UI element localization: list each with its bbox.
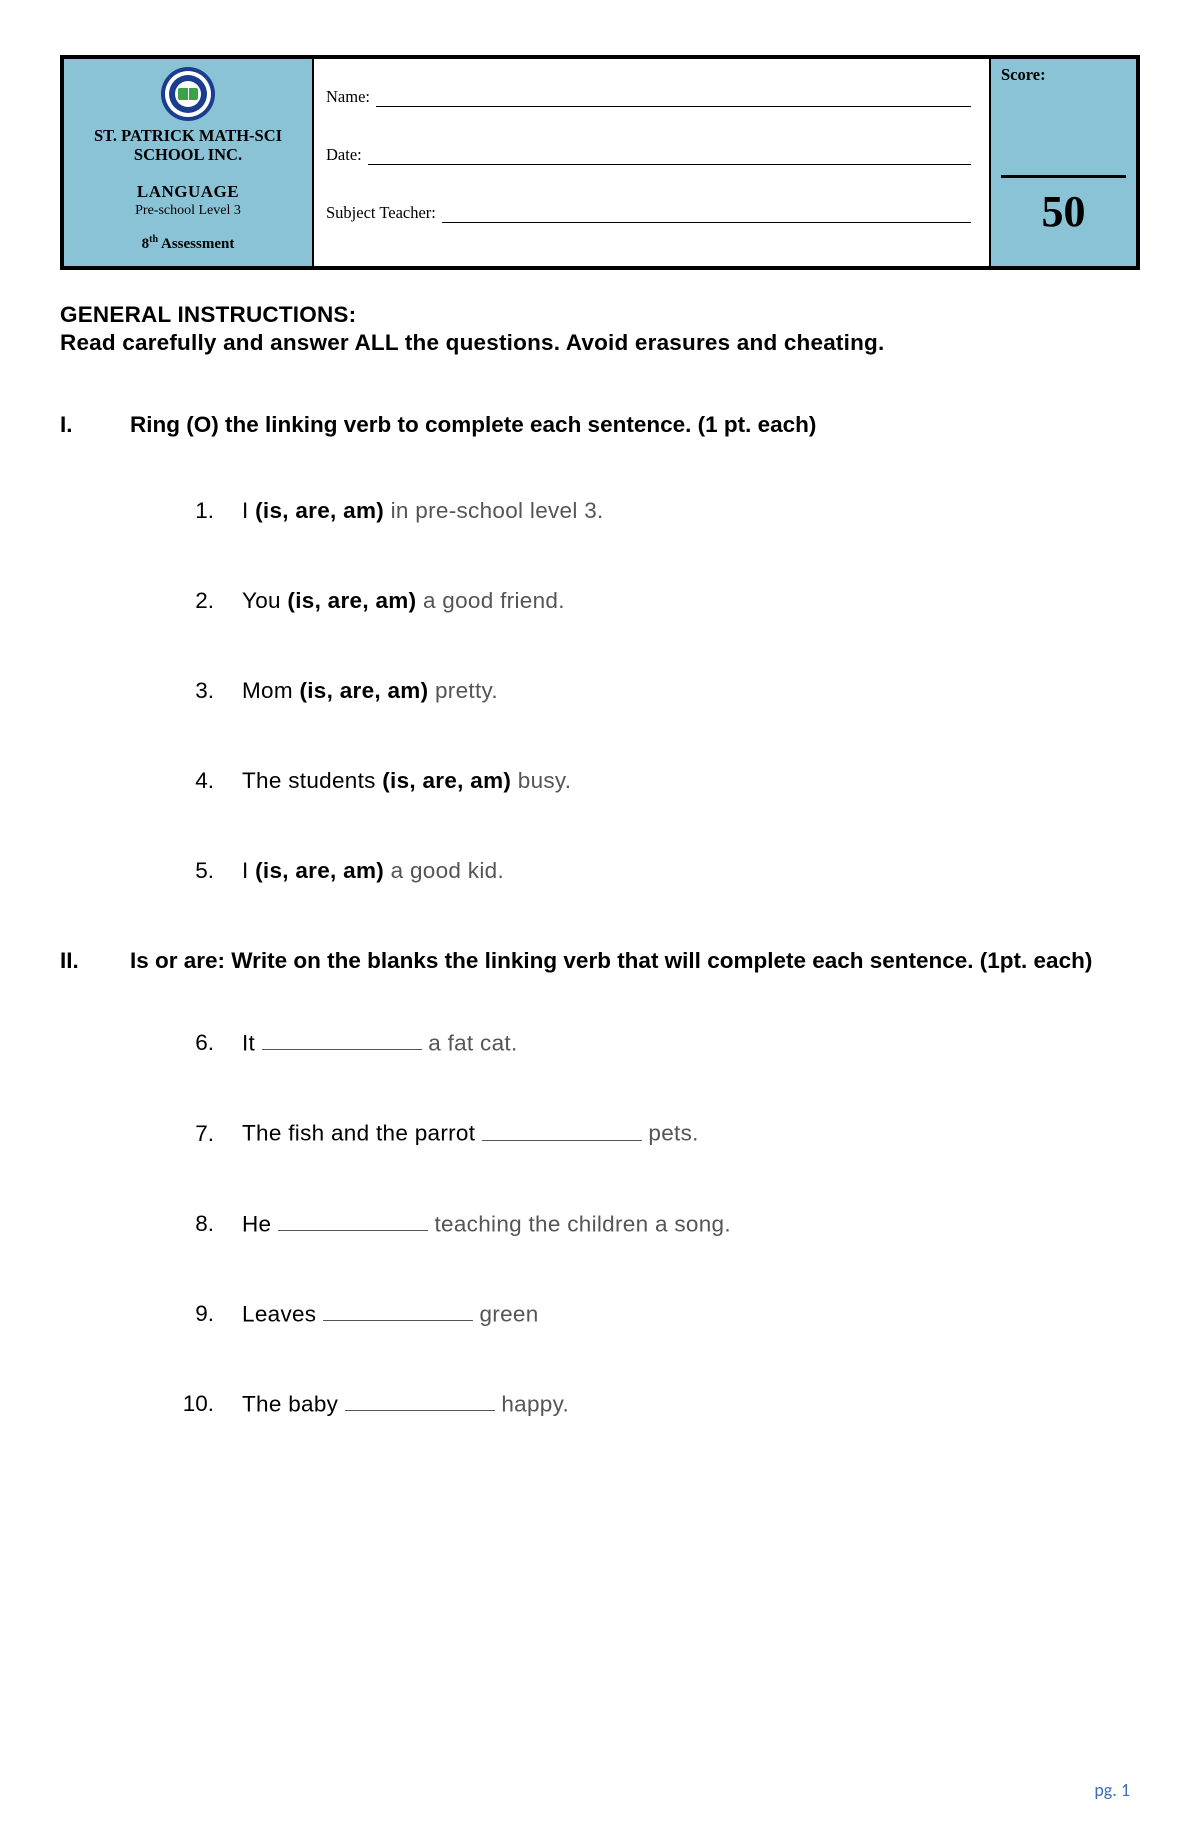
q-choices[interactable]: (is, are, am): [287, 588, 416, 613]
header-middle-cell: Name: Date: Subject Teacher:: [314, 59, 991, 266]
teacher-label: Subject Teacher:: [326, 203, 436, 223]
question-list-1: 1. I (is, are, am) in pre-school level 3…: [180, 498, 1140, 884]
teacher-field[interactable]: Subject Teacher:: [326, 203, 971, 223]
section-1-text: Ring (O) the linking verb to complete ea…: [130, 412, 1140, 438]
teacher-blank-line[interactable]: [442, 207, 971, 223]
q-num: 6.: [180, 1030, 214, 1056]
header-table: ST. PATRICK MATH-SCI SCHOOL INC. LANGUAG…: [60, 55, 1140, 270]
section-1-roman: I.: [60, 412, 96, 438]
q-text[interactable]: You (is, are, am) a good friend.: [242, 588, 1140, 614]
section-2-text: Is or are: Write on the blanks the linki…: [130, 948, 1140, 974]
score-label: Score:: [1001, 65, 1126, 85]
q-num: 5.: [180, 858, 214, 884]
question-list-2: 6. It a fat cat. 7. The fish and the par…: [180, 1030, 1140, 1417]
q-num: 7.: [180, 1121, 214, 1147]
q-text[interactable]: He teaching the children a song.: [242, 1211, 1140, 1237]
subject-block: LANGUAGE Pre-school Level 3: [135, 181, 241, 220]
q-num: 8.: [180, 1211, 214, 1237]
general-instructions: GENERAL INSTRUCTIONS: Read carefully and…: [60, 302, 1140, 356]
q-text[interactable]: It a fat cat.: [242, 1030, 1140, 1056]
q-choices[interactable]: (is, are, am): [255, 858, 384, 883]
q-choices[interactable]: (is, are, am): [382, 768, 511, 793]
school-name: ST. PATRICK MATH-SCI SCHOOL INC.: [94, 127, 282, 165]
q-text[interactable]: I (is, are, am) in pre-school level 3.: [242, 498, 1140, 524]
answer-blank[interactable]: [482, 1120, 642, 1140]
q-text[interactable]: The students (is, are, am) busy.: [242, 768, 1140, 794]
date-field[interactable]: Date:: [326, 145, 971, 165]
question-4: 4. The students (is, are, am) busy.: [180, 768, 1140, 794]
q-num: 4.: [180, 768, 214, 794]
q-text[interactable]: Mom (is, are, am) pretty.: [242, 678, 1140, 704]
question-7: 7. The fish and the parrot pets.: [180, 1120, 1140, 1146]
question-2: 2. You (is, are, am) a good friend.: [180, 588, 1140, 614]
q-num: 3.: [180, 678, 214, 704]
q-choices[interactable]: (is, are, am): [255, 498, 384, 523]
date-blank-line[interactable]: [368, 149, 971, 165]
question-9: 9. Leaves green: [180, 1301, 1140, 1327]
date-label: Date:: [326, 145, 362, 165]
question-5: 5. I (is, are, am) a good kid.: [180, 858, 1140, 884]
q-num: 1.: [180, 498, 214, 524]
q-num: 9.: [180, 1301, 214, 1327]
header-left-cell: ST. PATRICK MATH-SCI SCHOOL INC. LANGUAG…: [64, 59, 314, 266]
q-num: 10.: [180, 1391, 214, 1417]
section-2-heading: II. Is or are: Write on the blanks the l…: [60, 948, 1140, 974]
question-10: 10. The baby happy.: [180, 1391, 1140, 1417]
question-3: 3. Mom (is, are, am) pretty.: [180, 678, 1140, 704]
answer-blank[interactable]: [345, 1391, 495, 1411]
assessment-suffix: th: [149, 234, 158, 245]
school-logo-icon: [161, 67, 215, 121]
q-text[interactable]: I (is, are, am) a good kid.: [242, 858, 1140, 884]
answer-blank[interactable]: [323, 1301, 473, 1321]
instructions-title: GENERAL INSTRUCTIONS:: [60, 302, 1140, 328]
section-2-roman: II.: [60, 948, 96, 974]
max-score: 50: [1001, 186, 1126, 237]
q-num: 2.: [180, 588, 214, 614]
answer-blank[interactable]: [278, 1211, 428, 1231]
assessment-label: 8th Assessment: [142, 234, 235, 253]
assessment-word: Assessment: [158, 236, 234, 252]
school-name-line2: SCHOOL INC.: [134, 145, 242, 164]
worksheet-page: ST. PATRICK MATH-SCI SCHOOL INC. LANGUAG…: [0, 0, 1200, 1521]
page-number: pg. 1: [1094, 1779, 1130, 1801]
name-label: Name:: [326, 87, 370, 107]
q-text[interactable]: The fish and the parrot pets.: [242, 1120, 1140, 1146]
answer-blank[interactable]: [262, 1030, 422, 1050]
section-1-heading: I. Ring (O) the linking verb to complete…: [60, 412, 1140, 438]
instructions-body: Read carefully and answer ALL the questi…: [60, 330, 1140, 356]
score-divider: [1001, 175, 1126, 178]
question-6: 6. It a fat cat.: [180, 1030, 1140, 1056]
q-text[interactable]: Leaves green: [242, 1301, 1140, 1327]
q-text[interactable]: The baby happy.: [242, 1391, 1140, 1417]
question-1: 1. I (is, are, am) in pre-school level 3…: [180, 498, 1140, 524]
name-field[interactable]: Name:: [326, 87, 971, 107]
name-blank-line[interactable]: [376, 91, 971, 107]
school-name-line1: ST. PATRICK MATH-SCI: [94, 126, 282, 145]
question-8: 8. He teaching the children a song.: [180, 1211, 1140, 1237]
subject-name: LANGUAGE: [135, 181, 241, 202]
header-right-cell: Score: 50: [991, 59, 1136, 266]
level-name: Pre-school Level 3: [135, 202, 241, 220]
q-choices[interactable]: (is, are, am): [299, 678, 428, 703]
